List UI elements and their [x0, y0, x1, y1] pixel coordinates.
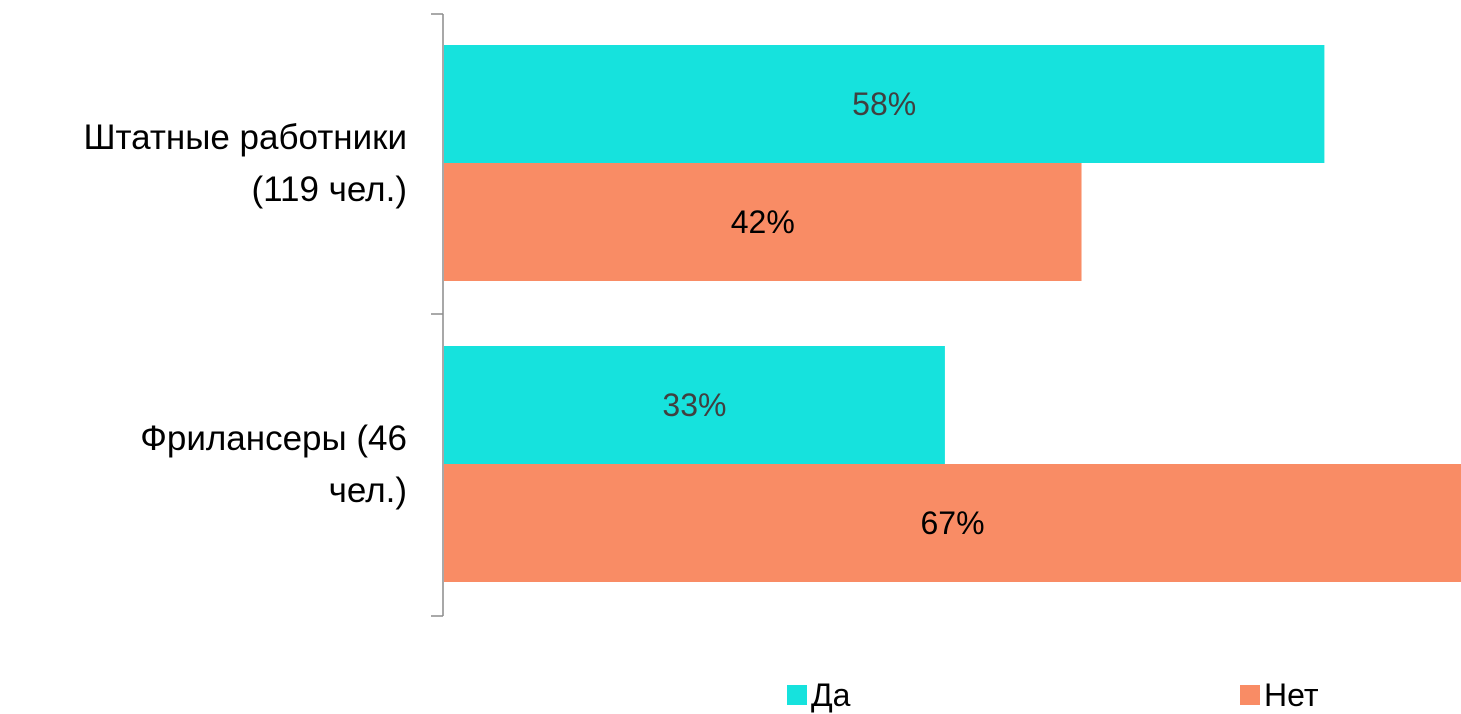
- legend: Да Нет: [787, 677, 1319, 713]
- category-labels: Штатные работники (119 чел.) Фрилансеры (4…: [83, 118, 407, 510]
- bars: [444, 45, 1461, 582]
- legend-label: Нет: [1264, 677, 1319, 713]
- legend-label: Да: [811, 677, 851, 713]
- category-label: Штатные работники (119 чел.): [83, 118, 407, 209]
- bar: [444, 346, 945, 464]
- bar: [444, 163, 1082, 281]
- bar: [444, 45, 1325, 163]
- category-label: Фрилансеры (46 чел.): [140, 419, 407, 510]
- data-label: 33%: [662, 387, 726, 423]
- legend-swatch: [1240, 685, 1260, 705]
- data-label: 67%: [920, 505, 984, 541]
- bar: [444, 464, 1461, 582]
- legend-swatch: [787, 685, 807, 705]
- data-labels: 58% 42% 33% 67%: [662, 86, 984, 541]
- category-axis: [431, 13, 444, 617]
- legend-item: Да: [787, 677, 851, 713]
- data-label: 58%: [852, 86, 916, 122]
- legend-item: Нет: [1240, 677, 1319, 713]
- data-label: 42%: [731, 204, 795, 240]
